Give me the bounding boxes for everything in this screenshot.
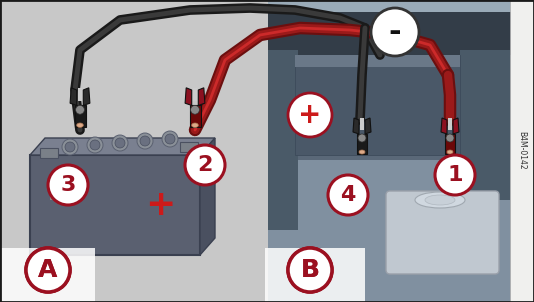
Text: +: +: [299, 101, 321, 129]
Text: A: A: [38, 258, 58, 282]
Bar: [268, 0, 512, 55]
Bar: [190, 105, 200, 127]
Polygon shape: [441, 118, 447, 134]
Circle shape: [191, 105, 199, 114]
Bar: [268, 160, 512, 302]
Text: 1: 1: [447, 165, 463, 185]
Circle shape: [162, 131, 178, 147]
Bar: [0, 248, 95, 302]
Circle shape: [288, 93, 332, 137]
Bar: [265, 248, 365, 302]
Circle shape: [185, 145, 225, 185]
Bar: [460, 50, 510, 200]
Polygon shape: [30, 138, 215, 155]
Polygon shape: [185, 88, 192, 105]
Bar: [40, 148, 58, 158]
Bar: [78, 88, 82, 101]
Bar: [295, 55, 460, 155]
Text: +: +: [145, 188, 175, 222]
Polygon shape: [353, 118, 359, 134]
Bar: [445, 134, 455, 154]
Bar: [193, 88, 197, 101]
Circle shape: [446, 134, 454, 142]
Ellipse shape: [192, 123, 198, 127]
Ellipse shape: [359, 150, 365, 154]
Bar: [268, 50, 298, 230]
Polygon shape: [365, 118, 371, 134]
Circle shape: [48, 165, 88, 205]
Ellipse shape: [447, 150, 453, 154]
Circle shape: [65, 142, 75, 152]
Text: -: -: [389, 18, 402, 47]
Bar: [268, 0, 512, 302]
Circle shape: [76, 105, 84, 114]
Circle shape: [112, 135, 128, 151]
Circle shape: [90, 140, 100, 150]
Polygon shape: [70, 88, 77, 105]
Bar: [75, 105, 85, 127]
Circle shape: [165, 134, 175, 144]
Circle shape: [137, 133, 153, 149]
Polygon shape: [200, 138, 215, 255]
Text: 4: 4: [340, 185, 356, 205]
Bar: [295, 55, 460, 67]
Bar: [448, 118, 452, 130]
Text: B4M-0142: B4M-0142: [517, 131, 527, 169]
Polygon shape: [83, 88, 90, 105]
Bar: [360, 118, 364, 130]
Circle shape: [87, 137, 103, 153]
Circle shape: [288, 248, 332, 292]
Circle shape: [371, 8, 419, 56]
Bar: [30, 155, 200, 255]
Circle shape: [140, 136, 150, 146]
Ellipse shape: [425, 195, 455, 205]
Circle shape: [288, 248, 332, 292]
Circle shape: [115, 138, 125, 148]
FancyBboxPatch shape: [386, 191, 499, 274]
Bar: [510, 0, 534, 302]
Bar: [0, 0, 268, 302]
Bar: [180, 142, 198, 152]
Ellipse shape: [415, 192, 465, 208]
Circle shape: [328, 175, 368, 215]
Bar: [50, 195, 70, 200]
Ellipse shape: [77, 123, 83, 127]
Text: A: A: [38, 258, 58, 282]
Circle shape: [358, 134, 366, 142]
Bar: [357, 134, 367, 154]
Circle shape: [26, 248, 70, 292]
Polygon shape: [198, 88, 205, 105]
Text: 3: 3: [60, 175, 76, 195]
Text: B: B: [301, 258, 319, 282]
Bar: [268, 0, 512, 12]
Circle shape: [26, 248, 70, 292]
Text: B: B: [301, 258, 319, 282]
Polygon shape: [453, 118, 459, 134]
Circle shape: [62, 139, 78, 155]
Circle shape: [435, 155, 475, 195]
Text: 2: 2: [197, 155, 213, 175]
